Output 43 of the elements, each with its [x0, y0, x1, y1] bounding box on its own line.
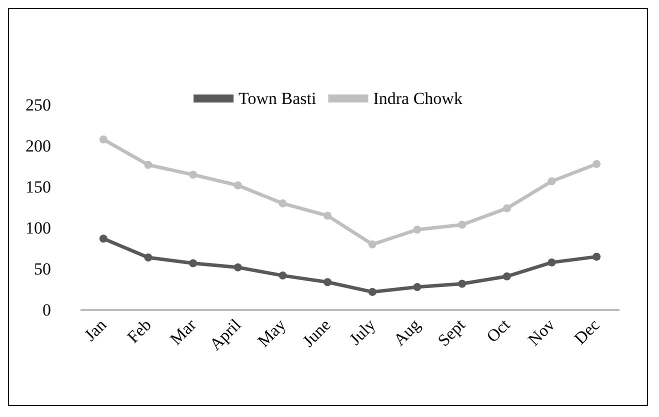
point	[189, 170, 198, 179]
point	[502, 272, 511, 280]
legend-label: Indra Chowk	[373, 89, 463, 108]
point	[99, 135, 108, 144]
point	[234, 181, 242, 190]
y-tick-label: 0	[42, 300, 51, 320]
point	[458, 220, 466, 229]
point	[189, 259, 198, 268]
point	[548, 177, 556, 186]
point	[368, 240, 376, 248]
legend-label: Town Basti	[238, 89, 316, 108]
x-tick-label: Oct	[482, 315, 514, 346]
x-tick-label: Jan	[80, 314, 110, 345]
x-tick-label: May	[254, 314, 290, 351]
x-tick-label: Nov	[524, 314, 559, 350]
point	[144, 254, 152, 262]
point	[592, 252, 601, 261]
point	[324, 278, 332, 286]
point	[592, 160, 601, 168]
x-tick-label: July	[346, 314, 380, 349]
point	[458, 280, 466, 288]
x-tick-label: Dec	[570, 314, 604, 348]
point	[502, 204, 511, 212]
point	[278, 199, 287, 208]
x-tick-label: Sept	[434, 315, 469, 350]
point	[234, 263, 242, 272]
point	[99, 234, 108, 243]
y-tick-label: 250	[26, 96, 51, 114]
point	[368, 288, 376, 296]
point	[413, 283, 422, 292]
point	[278, 272, 287, 280]
point	[413, 226, 422, 234]
point	[324, 212, 332, 220]
x-tick-label: Aug	[390, 314, 424, 350]
y-tick-label: 50	[34, 260, 51, 278]
point	[548, 258, 556, 266]
y-tick-label: 150	[26, 178, 51, 196]
point	[144, 160, 152, 169]
y-tick-label: 200	[26, 136, 51, 156]
x-tick-label: June	[298, 315, 334, 351]
y-tick-label: 100	[26, 218, 51, 238]
x-tick-label: Mar	[166, 315, 200, 349]
x-tick-label: Feb	[124, 315, 155, 347]
